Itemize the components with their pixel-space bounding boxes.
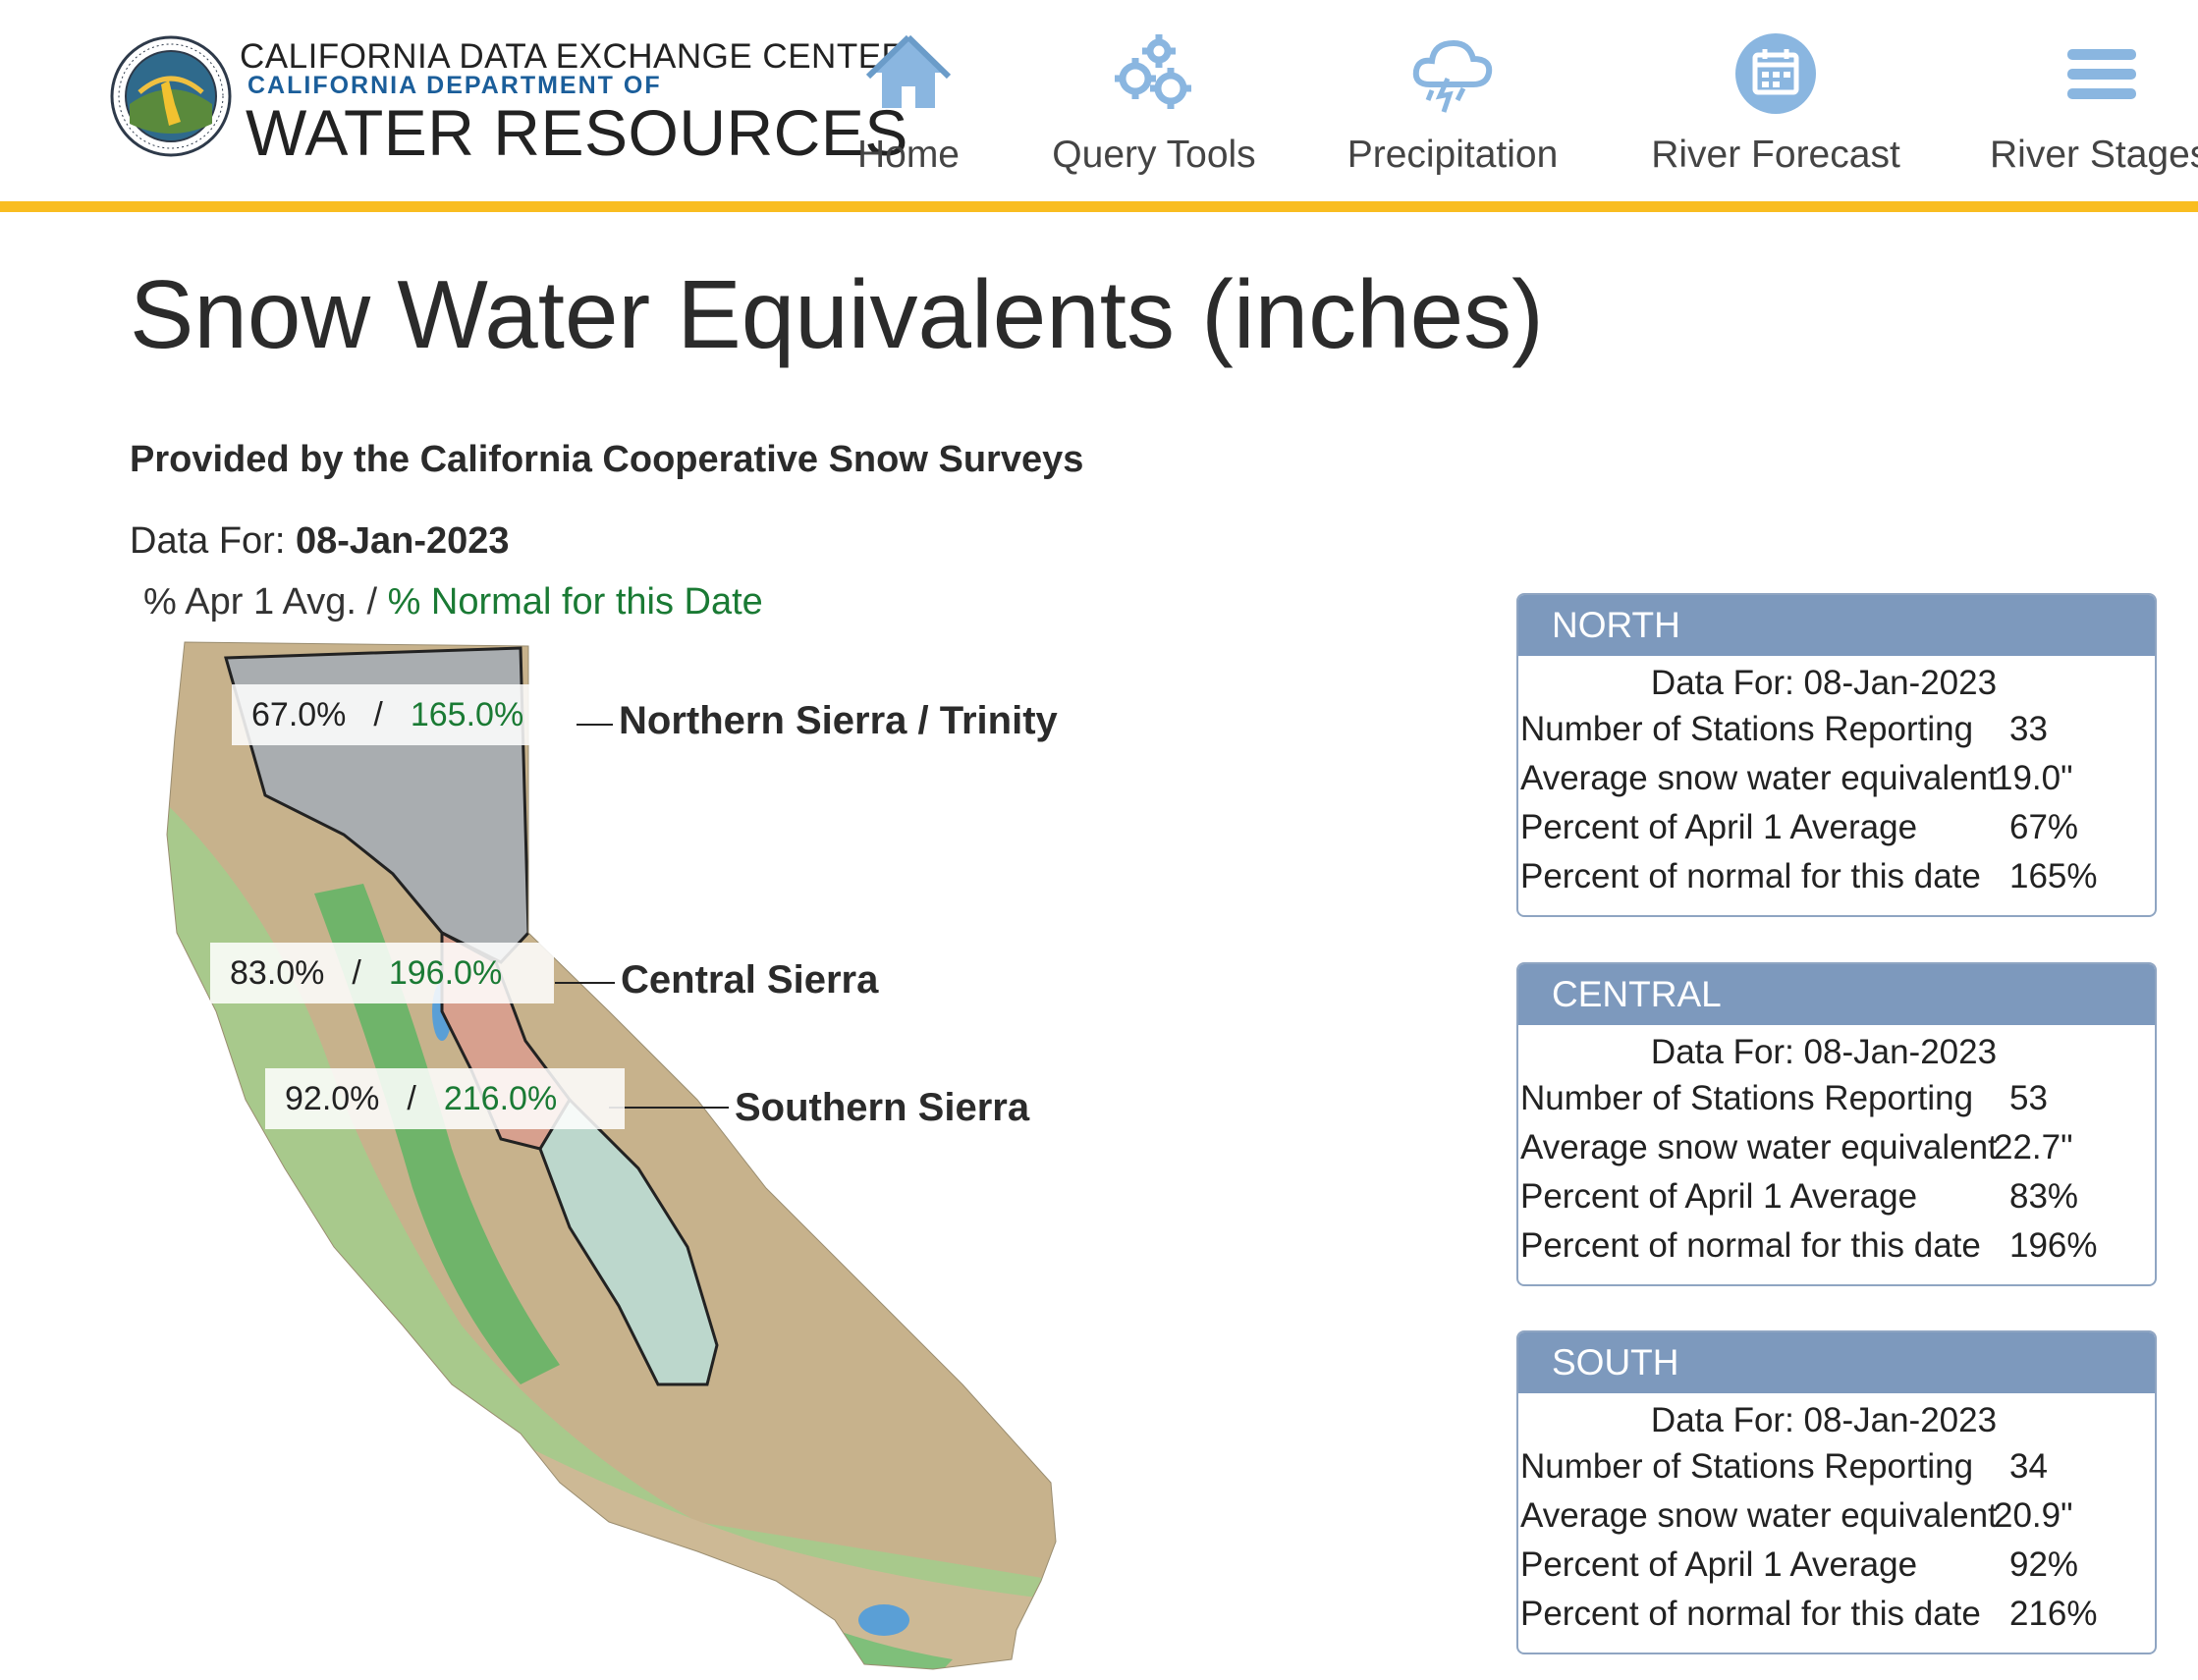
south-pct-normal: 216.0%	[443, 1079, 558, 1117]
row-value: 92%	[2009, 1545, 2079, 1584]
card-row-pct-apr1: Percent of April 1 Average 83%	[1518, 1172, 2155, 1221]
card-title: NORTH	[1518, 595, 2155, 656]
row-label: Percent of April 1 Average	[1520, 1177, 1918, 1216]
row-value: 216%	[2009, 1595, 2098, 1633]
row-value: 196%	[2009, 1226, 2098, 1265]
nav-home-label: Home	[856, 134, 961, 176]
row-label: Average snow water equivalent	[1520, 1496, 1998, 1535]
card-row-stations: Number of Stations Reporting 34	[1518, 1442, 2155, 1491]
card-date: Data For: 08-Jan-2023	[1650, 1033, 1998, 1071]
site-header: CALIFORNIA DATA EXCHANGE CENTER CALIFORN…	[0, 0, 2198, 212]
north-pct-normal: 165.0%	[410, 695, 524, 733]
north-summary-card: NORTH Data For: 08-Jan-2023 Number of St…	[1516, 593, 2157, 917]
south-pct-sep: /	[407, 1079, 416, 1117]
row-label: Percent of April 1 Average	[1520, 1545, 1918, 1584]
data-for-date: 08-Jan-2023	[295, 520, 510, 562]
north-pct-sep: /	[373, 695, 383, 733]
row-label: Percent of normal for this date	[1520, 1595, 1981, 1633]
nav-precipitation[interactable]: Precipitation	[1342, 29, 1564, 177]
card-title: CENTRAL	[1518, 964, 2155, 1025]
row-value: 19.0"	[1994, 759, 2073, 797]
card-row-avg-swe: Average snow water equivalent 22.7"	[1518, 1123, 2155, 1172]
card-row-pct-apr1: Percent of April 1 Average 92%	[1518, 1541, 2155, 1590]
card-row-pct-normal: Percent of normal for this date 165%	[1518, 852, 2155, 901]
central-pct-apr1: 83.0%	[230, 953, 325, 992]
card-date: Data For: 08-Jan-2023	[1650, 1401, 1998, 1439]
nav-query-tools-label: Query Tools	[1052, 134, 1256, 176]
row-value: 67%	[2009, 808, 2079, 846]
gears-icon	[1115, 34, 1191, 109]
central-pct-sep: /	[352, 953, 361, 992]
north-region-name: Northern Sierra / Trinity	[619, 699, 1058, 742]
nav-river-forecast[interactable]: River Forecast	[1646, 29, 1905, 177]
south-percent-pill: 92.0% / 216.0%	[265, 1068, 625, 1129]
card-row-pct-normal: Percent of normal for this date 196%	[1518, 1221, 2155, 1271]
row-value: 53	[2009, 1079, 2048, 1117]
legend-apr1: % Apr 1 Avg.	[143, 581, 357, 623]
home-icon	[865, 34, 952, 108]
data-for-label: Data For:	[130, 520, 286, 562]
nav-river-forecast-label: River Forecast	[1651, 134, 1900, 176]
nav-river-stages-label: River Stages	[1990, 134, 2198, 176]
north-percent-pill: 67.0% / 165.0%	[232, 684, 576, 745]
card-row-avg-swe: Average snow water equivalent 19.0"	[1518, 754, 2155, 803]
row-value: 34	[2009, 1447, 2048, 1486]
map-legend: % Apr 1 Avg. / % Normal for this Date	[143, 581, 763, 623]
nav-river-stages[interactable]: River Stages	[1990, 29, 2198, 177]
card-row-stations: Number of Stations Reporting 53	[1518, 1074, 2155, 1123]
row-value: 83%	[2009, 1177, 2079, 1216]
south-pct-apr1: 92.0%	[285, 1079, 380, 1117]
legend-separator: /	[366, 581, 378, 623]
data-for-line: Data For: 08-Jan-2023	[130, 520, 510, 563]
menu-icon	[2067, 49, 2136, 99]
card-row-pct-apr1: Percent of April 1 Average 67%	[1518, 803, 2155, 852]
page-title: Snow Water Equivalents (inches)	[130, 260, 1544, 368]
row-label: Percent of April 1 Average	[1520, 808, 1918, 846]
brand-line-2: CALIFORNIA DEPARTMENT OF	[247, 72, 662, 99]
central-pct-normal: 196.0%	[388, 953, 503, 992]
row-label: Number of Stations Reporting	[1520, 1079, 1974, 1117]
brand-line-3: WATER RESOURCES	[246, 96, 908, 169]
row-label: Number of Stations Reporting	[1520, 710, 1974, 748]
california-snow-map	[166, 641, 1057, 1670]
north-pct-apr1: 67.0%	[251, 695, 347, 733]
row-value: 22.7"	[1994, 1128, 2073, 1166]
row-value: 165%	[2009, 857, 2098, 895]
nav-query-tools[interactable]: Query Tools	[1043, 29, 1265, 177]
card-row-stations: Number of Stations Reporting 33	[1518, 705, 2155, 754]
card-date: Data For: 08-Jan-2023	[1650, 664, 1998, 702]
provider-credit: Provided by the California Cooperative S…	[130, 439, 1084, 480]
row-value: 20.9"	[1994, 1496, 2073, 1535]
row-label: Percent of normal for this date	[1520, 857, 1981, 895]
card-title: SOUTH	[1518, 1332, 2155, 1393]
row-label: Percent of normal for this date	[1520, 1226, 1981, 1265]
south-summary-card: SOUTH Data For: 08-Jan-2023 Number of St…	[1516, 1330, 2157, 1654]
nav-precipitation-label: Precipitation	[1346, 134, 1559, 176]
row-label: Average snow water equivalent	[1520, 1128, 1998, 1166]
central-percent-pill: 83.0% / 196.0%	[210, 943, 554, 1003]
row-value: 33	[2009, 710, 2048, 748]
card-row-avg-swe: Average snow water equivalent 20.9"	[1518, 1491, 2155, 1541]
storm-cloud-icon	[1412, 39, 1493, 113]
brand-line-1: CALIFORNIA DATA EXCHANGE CENTER	[240, 37, 907, 76]
calendar-icon	[1735, 33, 1816, 114]
row-label: Average snow water equivalent	[1520, 759, 1998, 797]
card-row-pct-normal: Percent of normal for this date 216%	[1518, 1590, 2155, 1639]
legend-normal: % Normal for this Date	[387, 581, 763, 623]
nav-home[interactable]: Home	[847, 29, 970, 177]
south-region-name: Southern Sierra	[735, 1086, 1030, 1129]
central-region-name: Central Sierra	[621, 958, 879, 1002]
row-label: Number of Stations Reporting	[1520, 1447, 1974, 1486]
central-summary-card: CENTRAL Data For: 08-Jan-2023 Number of …	[1516, 962, 2157, 1286]
dwr-seal-logo[interactable]	[110, 35, 232, 157]
